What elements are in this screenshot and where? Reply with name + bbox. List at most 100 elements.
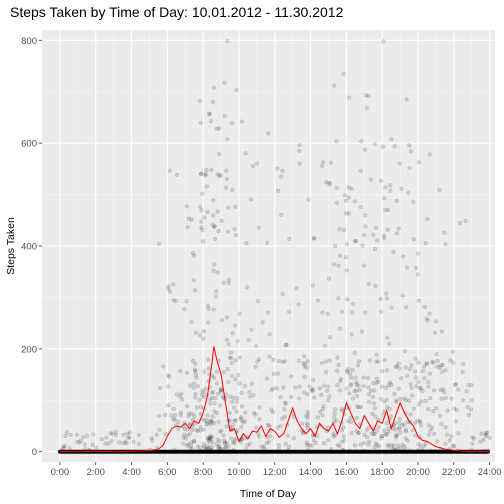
data-point: [435, 364, 440, 369]
data-point: [200, 191, 205, 196]
data-point: [306, 412, 311, 417]
data-point: [74, 432, 80, 437]
data-point: [332, 243, 338, 249]
data-point: [380, 144, 385, 149]
data-point: [394, 399, 399, 405]
data-point: [350, 367, 355, 373]
data-point: [306, 197, 311, 202]
data-point: [201, 441, 206, 446]
data-point: [470, 435, 475, 440]
data-point: [226, 205, 231, 210]
data-point: [382, 358, 387, 363]
data-point: [352, 350, 357, 355]
data-point: [210, 414, 215, 419]
data-point: [198, 171, 204, 176]
data-point: [326, 398, 331, 403]
data-point: [280, 168, 285, 173]
data-point: [228, 394, 233, 399]
data-point: [346, 95, 352, 100]
x-tick-label: 16:00: [334, 467, 358, 478]
data-point: [232, 441, 237, 446]
data-point: [341, 71, 346, 76]
data-point: [210, 440, 215, 445]
data-point: [247, 390, 252, 395]
data-point: [352, 238, 358, 244]
data-point: [403, 429, 408, 434]
data-point: [386, 442, 391, 447]
data-point: [222, 80, 227, 85]
data-point: [355, 404, 360, 409]
data-point: [360, 243, 365, 248]
data-point: [207, 439, 212, 444]
data-point: [442, 390, 447, 395]
data-point: [268, 434, 273, 439]
data-point: [394, 198, 399, 204]
data-point: [199, 120, 204, 125]
data-point: [425, 217, 430, 222]
data-point: [310, 388, 315, 393]
data-point: [354, 429, 359, 434]
data-point: [354, 380, 359, 385]
data-point: [385, 227, 390, 232]
data-point: [416, 360, 421, 365]
data-point: [192, 367, 197, 372]
data-point: [218, 173, 223, 178]
data-point: [465, 404, 470, 410]
chart-title: Steps Taken by Time of Day: 10.01.2012 -…: [10, 4, 344, 20]
data-point: [349, 431, 354, 436]
data-point: [279, 174, 284, 179]
data-point: [62, 444, 67, 449]
data-point: [363, 224, 368, 229]
data-point: [217, 151, 222, 157]
data-point: [280, 359, 285, 365]
data-point: [331, 431, 336, 436]
data-point: [405, 438, 410, 443]
data-point: [243, 410, 248, 415]
data-point: [322, 343, 327, 348]
data-point: [239, 424, 244, 429]
x-tick-label: 6:00: [158, 467, 177, 478]
data-point: [205, 436, 211, 441]
data-point: [439, 396, 444, 401]
data-point: [438, 388, 443, 393]
data-point: [167, 374, 172, 379]
data-point: [269, 388, 274, 393]
data-point: [215, 172, 220, 177]
data-point: [266, 423, 271, 428]
data-point: [354, 239, 359, 244]
data-point: [171, 416, 176, 421]
data-point: [424, 361, 429, 366]
data-point: [230, 331, 235, 336]
x-axis-label: Time of Day: [240, 488, 297, 500]
data-point: [362, 147, 368, 152]
data-point: [109, 439, 114, 444]
data-point: [379, 433, 384, 439]
data-point: [380, 434, 385, 439]
data-point: [383, 385, 388, 390]
data-point: [189, 411, 194, 416]
data-point: [327, 276, 332, 281]
data-point: [374, 428, 379, 433]
data-point: [239, 390, 244, 396]
data-point: [366, 376, 371, 381]
data-point: [356, 431, 361, 436]
data-point: [403, 436, 408, 441]
data-point: [224, 424, 229, 429]
data-point: [420, 369, 425, 374]
data-point: [198, 333, 203, 338]
data-point: [336, 296, 341, 301]
data-point: [370, 411, 375, 416]
data-point: [372, 406, 377, 411]
data-point: [437, 365, 442, 370]
data-point: [350, 396, 356, 401]
data-point: [371, 401, 377, 406]
data-point: [248, 197, 254, 202]
data-point: [226, 379, 231, 385]
data-point: [219, 318, 224, 323]
data-point: [319, 360, 325, 366]
data-point: [287, 444, 292, 449]
data-point: [91, 432, 96, 437]
data-point: [242, 383, 247, 388]
data-point: [211, 224, 217, 230]
data-point: [443, 425, 448, 430]
